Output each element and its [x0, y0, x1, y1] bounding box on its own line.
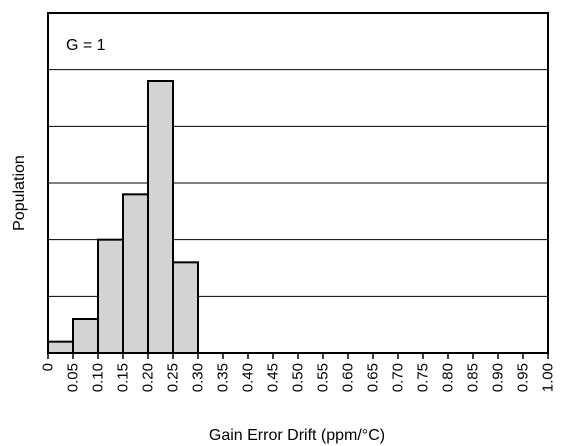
x-tick-label: 0.50 — [290, 363, 307, 392]
x-tick-label: 1.00 — [540, 363, 557, 392]
x-tick-label: 0.65 — [365, 363, 382, 392]
histogram-bar-1 — [72, 318, 99, 354]
histogram-bar-2 — [97, 238, 124, 355]
annotation-label: G = 1 — [66, 37, 106, 54]
x-tick-label: 0.80 — [440, 363, 457, 392]
x-tick-label: 0.15 — [115, 363, 132, 392]
histogram-bar-0 — [47, 340, 74, 354]
x-tick-label: 0.60 — [340, 363, 357, 392]
x-tick-label: 0.75 — [415, 363, 432, 392]
histogram-bar-5 — [172, 261, 199, 355]
x-tick-label: 0.10 — [90, 363, 107, 392]
x-tick-label: 0.05 — [65, 363, 82, 392]
x-ticks: 0 0.05 0.10 0.15 0.20 0.25 0.30 0.35 0.40 0.45 0.5… — [40, 353, 557, 392]
histogram-bar-3 — [122, 193, 149, 354]
x-tick-label: 0.30 — [190, 363, 207, 392]
x-tick-label: 0.40 — [240, 363, 257, 392]
x-tick-label: 0.35 — [215, 363, 232, 392]
x-tick-label: 0.85 — [465, 363, 482, 392]
histogram-bar-4 — [147, 80, 174, 354]
x-tick-label: 0 — [40, 363, 57, 371]
x-tick-label: 0.25 — [165, 363, 182, 392]
y-axis-label: Population — [11, 155, 28, 231]
x-axis-label: Gain Error Drift (ppm/°C) — [209, 427, 385, 444]
x-tick-label: 0.95 — [515, 363, 532, 392]
x-tick-label: 0.45 — [265, 363, 282, 392]
x-tick-label: 0.70 — [390, 363, 407, 392]
x-tick-label: 0.90 — [490, 363, 507, 392]
x-tick-label: 0.55 — [315, 363, 332, 392]
x-tick-label: 0.20 — [140, 363, 157, 392]
bars — [47, 80, 199, 355]
